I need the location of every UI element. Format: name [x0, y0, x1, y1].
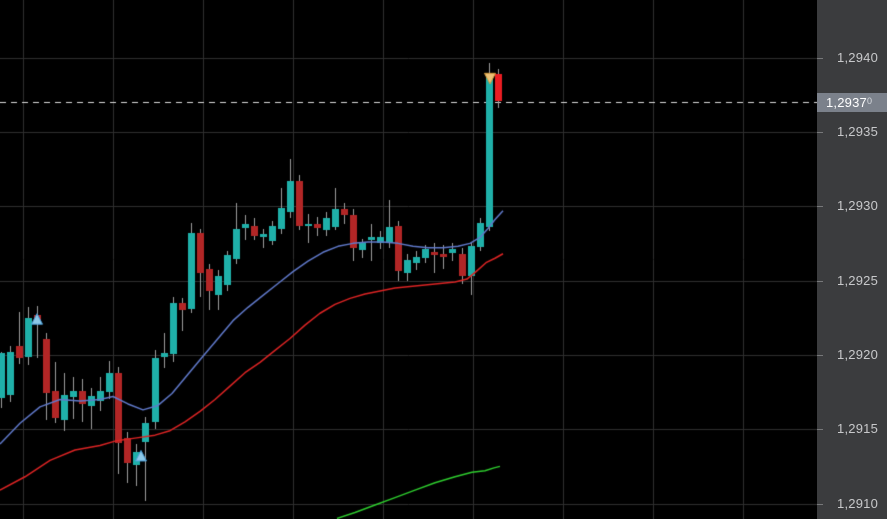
price-axis-label: 1,2915	[837, 421, 878, 437]
price-axis-tick	[817, 429, 823, 430]
current-price-tag: 1,29370	[817, 93, 887, 112]
price-axis-label: 1,2940	[837, 49, 878, 65]
price-axis-label: 1,2925	[837, 272, 878, 288]
price-axis-label: 1,2910	[837, 495, 878, 511]
price-axis-tick	[817, 504, 823, 505]
price-axis-tick	[817, 132, 823, 133]
price-axis-label: 1,2920	[837, 346, 878, 362]
price-axis-tick	[817, 206, 823, 207]
price-axis-tick	[817, 281, 823, 282]
candlestick-chart-canvas[interactable]	[0, 0, 817, 519]
price-axis-tick	[817, 355, 823, 356]
current-price-pip-superscript: 0	[866, 96, 873, 106]
price-axis-tick	[817, 58, 823, 59]
price-axis[interactable]: 1,29370 1,2940 1,2935 1,2930 1,2925 1,2920 1,…	[817, 0, 887, 519]
current-price-value: 1,2937	[826, 95, 867, 110]
price-axis-label: 1,2930	[837, 198, 878, 214]
price-axis-label: 1,2935	[837, 123, 878, 139]
